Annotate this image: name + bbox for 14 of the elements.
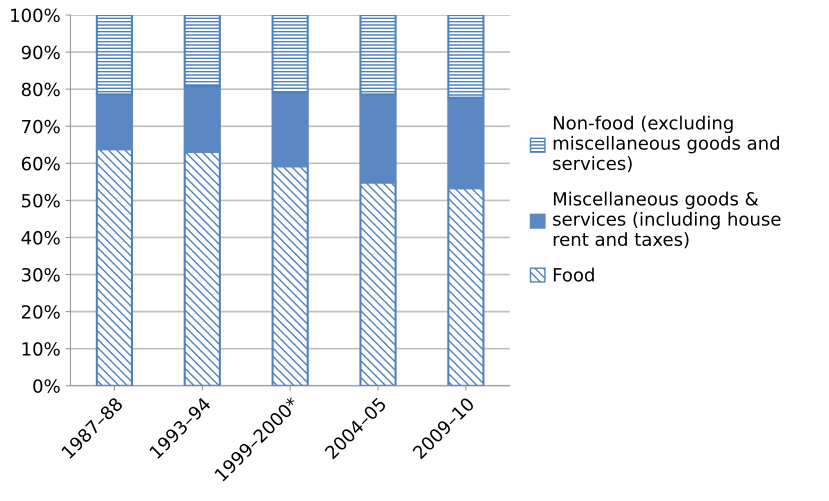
y-tick-label: 10%: [22, 342, 60, 356]
y-tick-label: 100%: [11, 8, 60, 22]
y-tick-label: 90%: [22, 46, 60, 60]
y-tick-label: 40%: [21, 230, 60, 245]
legend-label: Food: [554, 268, 594, 282]
legend-label: Miscellaneous goods & services (including house rent and taxes): [553, 192, 780, 248]
y-tick-label: 30%: [22, 268, 60, 282]
y-tick-label: 50%: [22, 194, 60, 208]
y-tick-label: 0%: [33, 379, 60, 393]
y-tick-label: 20%: [22, 305, 60, 319]
legend-label: Non-food (excluding miscellaneous goods and services): [553, 116, 779, 172]
y-tick-label: 60%: [22, 156, 60, 170]
y-tick-label: 70%: [22, 120, 60, 134]
y-tick-label: 80%: [22, 82, 60, 96]
